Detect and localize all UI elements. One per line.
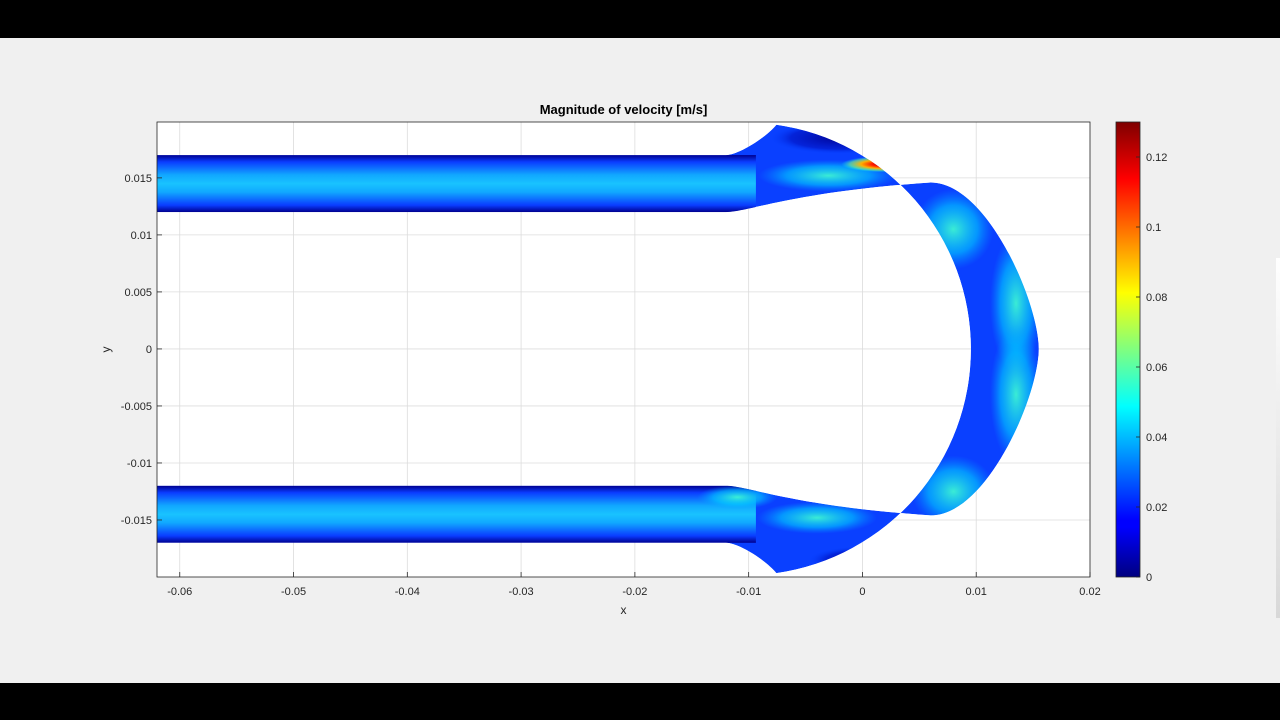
colorbar-tick-label: 0.08 bbox=[1146, 292, 1167, 304]
velocity-plot: -0.06 -0.05 -0.04 -0.03 -0.02 -0.01 0 0.01 0.02 … bbox=[99, 102, 1167, 617]
lower-channel-flow bbox=[157, 485, 756, 543]
figure-window: -0.06 -0.05 -0.04 -0.03 -0.02 -0.01 0 0.01 0.02 … bbox=[0, 38, 1280, 683]
adjacent-window-edge bbox=[1276, 258, 1280, 618]
moderate-velocity-region bbox=[756, 501, 877, 534]
colorbar-tick-label: 0.1 bbox=[1146, 222, 1161, 234]
x-tick-label: -0.04 bbox=[395, 586, 420, 598]
axes-box bbox=[156, 121, 1091, 578]
x-tick-label: 0.02 bbox=[1079, 586, 1100, 598]
y-axis-ticks: 0.015 0.01 0.005 0 -0.005 -0.01 -0.015 bbox=[121, 173, 162, 527]
moderate-velocity-region bbox=[697, 485, 778, 510]
x-axis-label: x bbox=[621, 603, 627, 617]
chart-title: Magnitude of velocity [m/s] bbox=[540, 102, 708, 117]
y-tick-label: 0 bbox=[146, 344, 152, 356]
colorbar-ticks: 0 0.02 0.04 0.06 0.08 0.1 0.12 bbox=[1136, 152, 1167, 584]
y-tick-label: -0.01 bbox=[127, 458, 152, 470]
y-tick-label: 0.015 bbox=[124, 173, 152, 185]
x-tick-label: -0.01 bbox=[736, 586, 761, 598]
y-tick-label: -0.005 bbox=[121, 401, 152, 413]
y-axis-label: y bbox=[99, 347, 113, 353]
colorbar-tick-label: 0.06 bbox=[1146, 362, 1167, 374]
colorbar-tick-label: 0.02 bbox=[1146, 502, 1167, 514]
x-tick-label: -0.05 bbox=[281, 586, 306, 598]
x-axis-ticks: -0.06 -0.05 -0.04 -0.03 -0.02 -0.01 0 0.01 0.02 bbox=[167, 572, 1101, 598]
colorbar-tick-label: 0.12 bbox=[1146, 152, 1167, 164]
colorbar: 0 0.02 0.04 0.06 0.08 0.1 0.12 bbox=[1115, 121, 1167, 584]
colorbar-tick-label: 0 bbox=[1146, 572, 1152, 584]
upper-channel-flow bbox=[157, 155, 756, 213]
colorbar-tick-label: 0.04 bbox=[1146, 432, 1167, 444]
x-tick-label: -0.03 bbox=[509, 586, 534, 598]
x-tick-label: 0 bbox=[859, 586, 865, 598]
x-tick-label: -0.02 bbox=[622, 586, 647, 598]
y-tick-label: -0.015 bbox=[121, 515, 152, 527]
x-tick-label: 0.01 bbox=[966, 586, 987, 598]
y-tick-label: 0.01 bbox=[131, 230, 152, 242]
colorbar-gradient bbox=[1115, 121, 1141, 578]
x-tick-label: -0.06 bbox=[167, 586, 192, 598]
y-tick-label: 0.005 bbox=[124, 287, 152, 299]
